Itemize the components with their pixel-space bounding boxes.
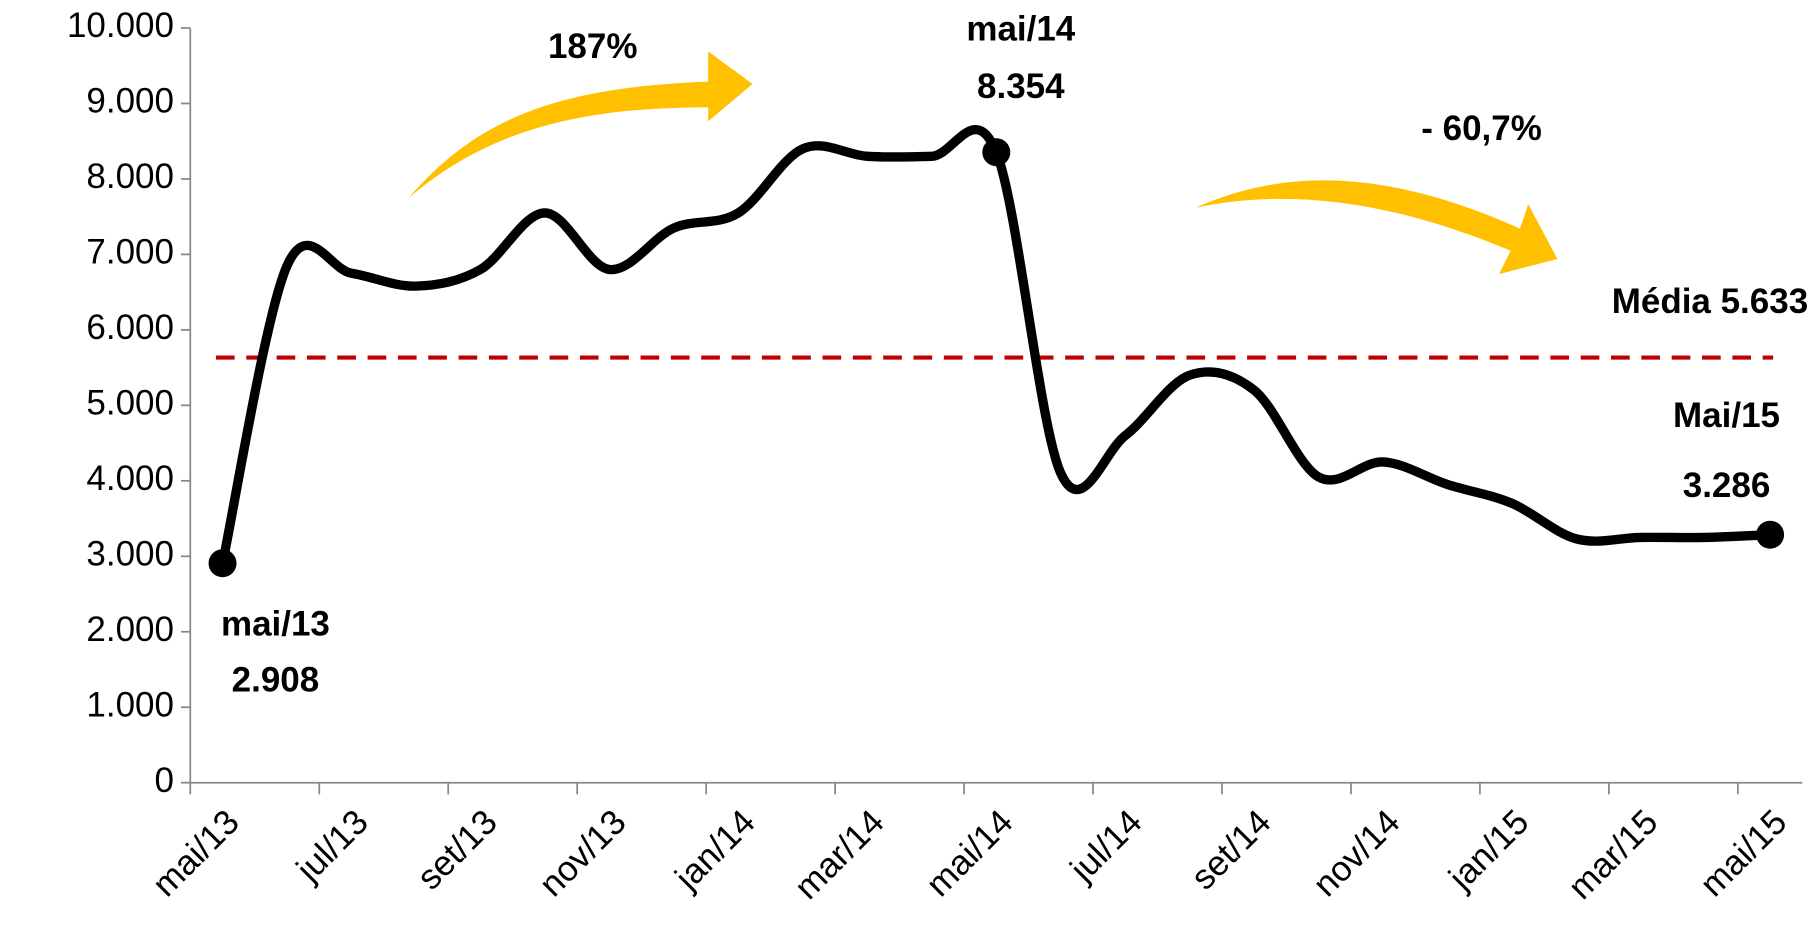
x-tick-label: mai/13: [145, 802, 247, 904]
y-tick-label: 1.000: [86, 685, 174, 724]
y-tick-label: 3.000: [86, 535, 174, 574]
data-point: [982, 138, 1011, 167]
x-tick-label: set/14: [1184, 802, 1279, 897]
data-label: 3.286: [1683, 466, 1771, 505]
change-label: - 60,7%: [1421, 109, 1542, 148]
point-annotation: Mai/15: [1673, 396, 1780, 435]
fall-arrow: [1195, 180, 1558, 275]
y-tick-label: 0: [154, 761, 173, 800]
y-tick-label: 8.000: [86, 157, 174, 196]
y-tick-label: 2.000: [86, 610, 174, 649]
rise-arrow: [408, 51, 753, 199]
y-tick-label: 10.000: [67, 6, 174, 45]
y-tick-label: 6.000: [86, 308, 174, 347]
data-label: 8.354: [977, 67, 1065, 106]
data-point: [208, 549, 237, 578]
x-tick-label: jul/14: [1062, 802, 1149, 889]
y-tick-label: 4.000: [86, 459, 174, 498]
x-tick-label: nov/14: [1306, 802, 1408, 904]
change-label: 187%: [548, 27, 637, 66]
average-label: Média 5.633: [1612, 282, 1808, 321]
x-tick-label: set/13: [410, 802, 505, 897]
point-annotation: mai/13: [221, 605, 330, 644]
y-tick-label: 9.000: [86, 82, 174, 121]
y-tick-label: 5.000: [86, 384, 174, 423]
x-tick-label: jan/15: [1441, 802, 1537, 898]
x-tick-label: mai/14: [919, 802, 1021, 904]
x-tick-label: nov/13: [532, 802, 634, 904]
point-annotation: mai/14: [966, 10, 1075, 49]
x-tick-label: jan/14: [667, 802, 763, 898]
data-line: [217, 125, 1771, 565]
x-tick-label: jul/13: [288, 802, 375, 889]
x-tick-label: mar/14: [787, 802, 892, 907]
y-tick-label: 7.000: [86, 233, 174, 272]
data-label: 2.908: [232, 661, 320, 700]
x-tick-label: mai/15: [1693, 802, 1795, 904]
x-tick-label: mar/15: [1561, 802, 1666, 907]
data-point: [1756, 520, 1785, 549]
